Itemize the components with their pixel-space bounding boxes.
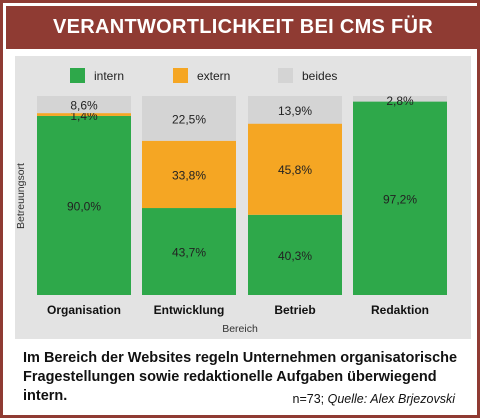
category-label-entwicklung: Entwicklung (154, 303, 225, 317)
legend-label-beides: beides (302, 69, 337, 83)
data-label-intern-betrieb: 40,3% (278, 249, 312, 263)
bar-intern-betrieb (248, 214, 342, 295)
bar-intern-entwicklung (142, 208, 236, 295)
bar-beides-entwicklung (142, 96, 236, 141)
bar-intern-redaktion (353, 101, 447, 296)
x-axis-title: Bereich (222, 323, 258, 335)
sample-size: n=73; (292, 392, 325, 406)
bar-beides-redaktion (353, 96, 447, 102)
legend-label-intern: intern (94, 69, 124, 83)
data-label-intern-redaktion: 97,2% (383, 192, 417, 206)
data-label-extern-betrieb: 45,8% (278, 163, 312, 177)
data-label-beides-entwicklung: 22,5% (172, 112, 206, 126)
category-label-organisation: Organisation (47, 303, 121, 317)
data-label-beides-betrieb: 13,9% (278, 104, 312, 118)
legend-swatch-extern (173, 68, 188, 83)
source-name: Quelle: Alex Brjezovski (327, 392, 455, 406)
data-label-intern-organisation: 90,0% (67, 199, 101, 213)
data-label-beides-redaktion: 2,8% (386, 94, 414, 108)
y-axis-title: Betreuungsort (15, 163, 27, 229)
bar-intern-organisation (37, 115, 131, 296)
category-label-betrieb: Betrieb (274, 303, 315, 317)
data-label-beides-organisation: 8,6% (70, 99, 98, 113)
data-label-extern-entwicklung: 33,8% (172, 168, 206, 182)
legend-swatch-beides (278, 68, 293, 83)
chart-caption: Im Bereich der Websites regeln Unternehm… (23, 350, 458, 404)
source-note: n=73; Quelle: Alex Brjezovski (293, 392, 456, 406)
bar-extern-organisation (37, 113, 131, 116)
bar-extern-entwicklung (142, 140, 236, 209)
bar-beides-betrieb (248, 96, 342, 124)
data-label-intern-entwicklung: 43,7% (172, 246, 206, 260)
category-label-redaktion: Redaktion (371, 303, 429, 317)
legend-label-extern: extern (197, 69, 230, 83)
bar-extern-betrieb (248, 123, 342, 215)
legend-swatch-intern (70, 68, 85, 83)
bar-beides-organisation (37, 96, 131, 114)
